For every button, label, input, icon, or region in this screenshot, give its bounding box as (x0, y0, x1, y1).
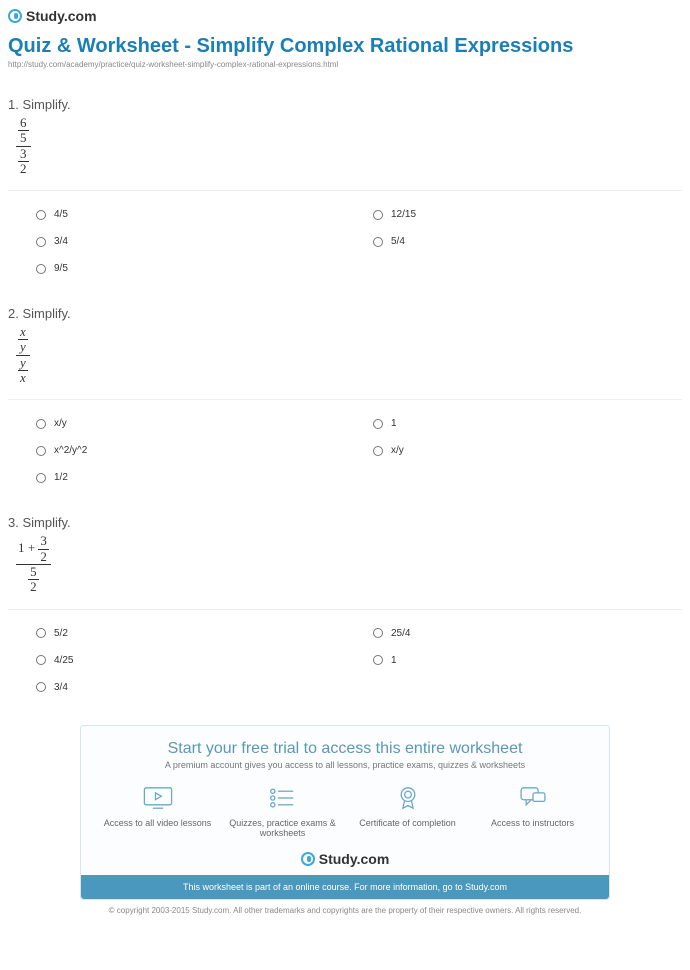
radio-input[interactable] (36, 682, 46, 692)
answer-choices: 5/2 25/4 4/25 1 3/4 (8, 609, 682, 701)
promo-item-quizzes: Quizzes, practice exams & worksheets (228, 784, 338, 840)
question-expression: 6532 (16, 116, 682, 176)
promo-item-instructors: Access to instructors (478, 784, 588, 840)
question-number: 1. (8, 97, 19, 112)
answer-choice[interactable]: 5/2 (8, 620, 345, 647)
promo-item-certificate: Certificate of completion (353, 784, 463, 840)
promo-item-label: Quizzes, practice exams & worksheets (228, 818, 338, 840)
promo-subtitle: A premium account gives you access to al… (95, 760, 595, 770)
question-expression: xyyx (16, 325, 682, 385)
question-number: 2. (8, 306, 19, 321)
question-prompt: 1. Simplify. (8, 97, 682, 112)
question-expression: 1 + 32 52 (16, 534, 682, 594)
brand-mark-icon (301, 852, 315, 866)
answer-choice[interactable]: x^2/y^2 (8, 437, 345, 464)
page-url: http://study.com/academy/practice/quiz-w… (8, 60, 682, 69)
radio-input[interactable] (373, 628, 383, 638)
promo-item-label: Access to all video lessons (104, 818, 212, 829)
answer-choices: 4/5 12/15 3/4 5/4 9/5 (8, 190, 682, 282)
promo-features: Access to all video lessons Quizzes, pra… (95, 784, 595, 840)
choice-label: 1 (391, 418, 397, 429)
answer-choices: x/y 1 x^2/y^2 x/y 1/2 (8, 399, 682, 491)
choice-label: 1/2 (54, 472, 68, 483)
answer-choice[interactable]: 25/4 (345, 620, 682, 647)
radio-input[interactable] (36, 264, 46, 274)
copyright-text: © copyright 2003-2015 Study.com. All oth… (8, 906, 682, 916)
radio-input[interactable] (36, 655, 46, 665)
promo-box: Start your free trial to access this ent… (80, 725, 610, 901)
choice-label: x/y (391, 445, 404, 456)
radio-input[interactable] (373, 210, 383, 220)
question-prompt: 2. Simplify. (8, 306, 682, 321)
brand-logo: Study.com (8, 8, 682, 24)
answer-choice[interactable]: 12/15 (345, 201, 682, 228)
radio-input[interactable] (373, 655, 383, 665)
answer-choice[interactable]: 9/5 (8, 255, 682, 282)
promo-footer-bar: This worksheet is part of an online cour… (81, 875, 609, 899)
choice-label: 4/5 (54, 209, 68, 220)
choice-label: 5/2 (54, 628, 68, 639)
brand-name: Study.com (26, 8, 97, 24)
list-icon (266, 784, 300, 812)
page-title: Quiz & Worksheet - Simplify Complex Rati… (8, 34, 682, 58)
answer-choice[interactable]: 4/5 (8, 201, 345, 228)
question-3: 3. Simplify. 1 + 32 52 5/2 25/4 4/25 1 3… (8, 515, 682, 700)
choice-label: 5/4 (391, 236, 405, 247)
brand-mark-icon (8, 9, 22, 23)
answer-choice[interactable]: 3/4 (8, 674, 682, 701)
choice-label: 3/4 (54, 682, 68, 693)
answer-choice[interactable]: 4/25 (8, 647, 345, 674)
question-text: Simplify. (22, 515, 70, 530)
question-2: 2. Simplify. xyyx x/y 1 x^2/y^2 x/y 1/2 (8, 306, 682, 491)
radio-input[interactable] (36, 446, 46, 456)
award-icon (391, 784, 425, 812)
question-number: 3. (8, 515, 19, 530)
answer-choice[interactable]: x/y (345, 437, 682, 464)
choice-label: x^2/y^2 (54, 445, 87, 456)
radio-input[interactable] (36, 237, 46, 247)
radio-input[interactable] (36, 210, 46, 220)
answer-choice[interactable]: 1/2 (8, 464, 682, 491)
choice-label: 1 (391, 655, 397, 666)
choice-label: 3/4 (54, 236, 68, 247)
radio-input[interactable] (373, 419, 383, 429)
promo-item-label: Access to instructors (491, 818, 574, 829)
choice-label: 25/4 (391, 628, 410, 639)
choice-label: x/y (54, 418, 67, 429)
choice-label: 12/15 (391, 209, 416, 220)
promo-item-label: Certificate of completion (359, 818, 456, 829)
choice-label: 4/25 (54, 655, 73, 666)
radio-input[interactable] (36, 419, 46, 429)
question-1: 1. Simplify. 6532 4/5 12/15 3/4 5/4 9/5 (8, 97, 682, 282)
radio-input[interactable] (36, 473, 46, 483)
question-text: Simplify. (22, 97, 70, 112)
promo-title: Start your free trial to access this ent… (95, 740, 595, 758)
answer-choice[interactable]: 1 (345, 410, 682, 437)
radio-input[interactable] (373, 446, 383, 456)
answer-choice[interactable]: 1 (345, 647, 682, 674)
radio-input[interactable] (373, 237, 383, 247)
answer-choice[interactable]: 3/4 (8, 228, 345, 255)
video-icon (141, 784, 175, 812)
promo-brand-logo: Study.com (95, 851, 595, 867)
choice-label: 9/5 (54, 263, 68, 274)
question-text: Simplify. (22, 306, 70, 321)
chat-icon (516, 784, 550, 812)
answer-choice[interactable]: 5/4 (345, 228, 682, 255)
promo-item-video: Access to all video lessons (103, 784, 213, 840)
brand-name: Study.com (319, 851, 390, 867)
radio-input[interactable] (36, 628, 46, 638)
answer-choice[interactable]: x/y (8, 410, 345, 437)
question-prompt: 3. Simplify. (8, 515, 682, 530)
